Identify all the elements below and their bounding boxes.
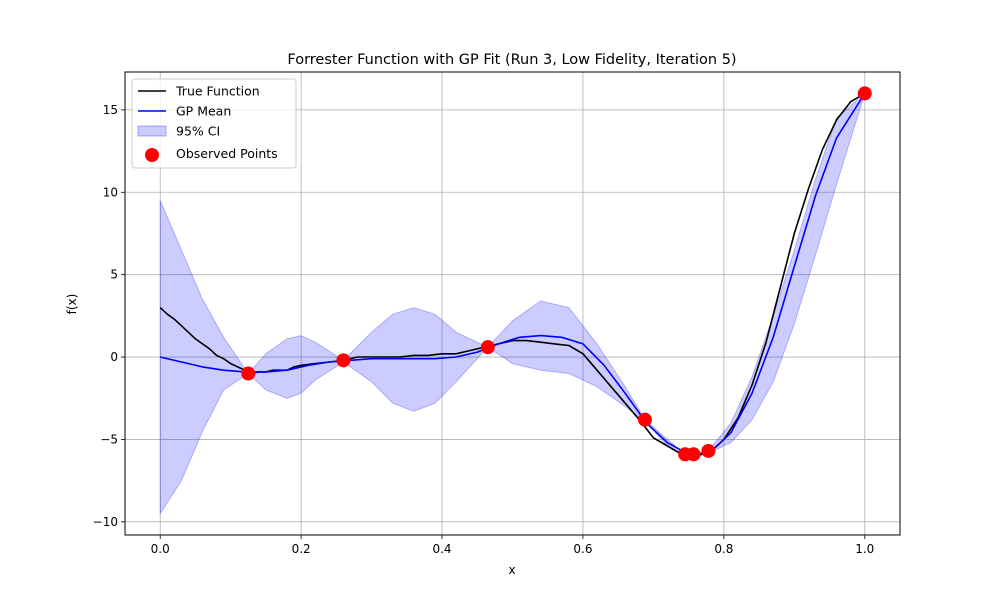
x-tick-label: 0.2 bbox=[292, 542, 311, 556]
x-tick-label: 0.6 bbox=[573, 542, 592, 556]
y-tick-label: −5 bbox=[100, 432, 118, 446]
observed-point bbox=[686, 447, 701, 462]
x-axis-label: x bbox=[508, 563, 515, 577]
observed-points-layer bbox=[241, 86, 872, 462]
grid-lines bbox=[125, 72, 900, 535]
y-axis-label: f(x) bbox=[65, 294, 79, 315]
legend-swatch-ci bbox=[137, 125, 167, 137]
legend-swatch-observed-points bbox=[145, 148, 159, 162]
y-axis-ticks: −10 −5 0 5 10 15 bbox=[93, 103, 125, 529]
legend-label-observed-points: Observed Points bbox=[176, 146, 278, 161]
observed-point bbox=[637, 412, 652, 427]
observed-point bbox=[241, 366, 256, 381]
ci-band-layer bbox=[159, 91, 866, 516]
y-tick-label: 10 bbox=[103, 185, 118, 199]
chart-title: Forrester Function with GP Fit (Run 3, L… bbox=[287, 52, 736, 68]
observed-point bbox=[336, 353, 351, 368]
y-tick-label: 0 bbox=[110, 350, 118, 364]
observed-point bbox=[857, 86, 872, 101]
y-tick-label: −10 bbox=[93, 515, 118, 529]
plot-frame bbox=[124, 71, 901, 536]
observed-point bbox=[480, 340, 495, 355]
y-tick-label: 5 bbox=[110, 268, 118, 282]
x-axis-ticks: 0.0 0.2 0.4 0.6 0.8 1.0 bbox=[151, 535, 874, 556]
y-tick-label: 15 bbox=[103, 103, 118, 117]
legend-label-true-function: True Function bbox=[175, 84, 260, 99]
legend-label-gp-mean: GP Mean bbox=[176, 104, 231, 119]
line-layer bbox=[159, 92, 866, 457]
legend-box bbox=[131, 78, 297, 169]
legend: True Function GP Mean 95% CI Observed Po… bbox=[131, 78, 297, 169]
x-tick-label: 0.4 bbox=[432, 542, 451, 556]
observed-point bbox=[701, 443, 716, 458]
x-tick-label: 1.0 bbox=[855, 542, 874, 556]
legend-label-ci: 95% CI bbox=[176, 124, 220, 139]
x-tick-label: 0.8 bbox=[714, 542, 733, 556]
x-tick-label: 0.0 bbox=[151, 542, 170, 556]
ci-band bbox=[159, 91, 866, 516]
gp-mean-line bbox=[160, 92, 866, 456]
